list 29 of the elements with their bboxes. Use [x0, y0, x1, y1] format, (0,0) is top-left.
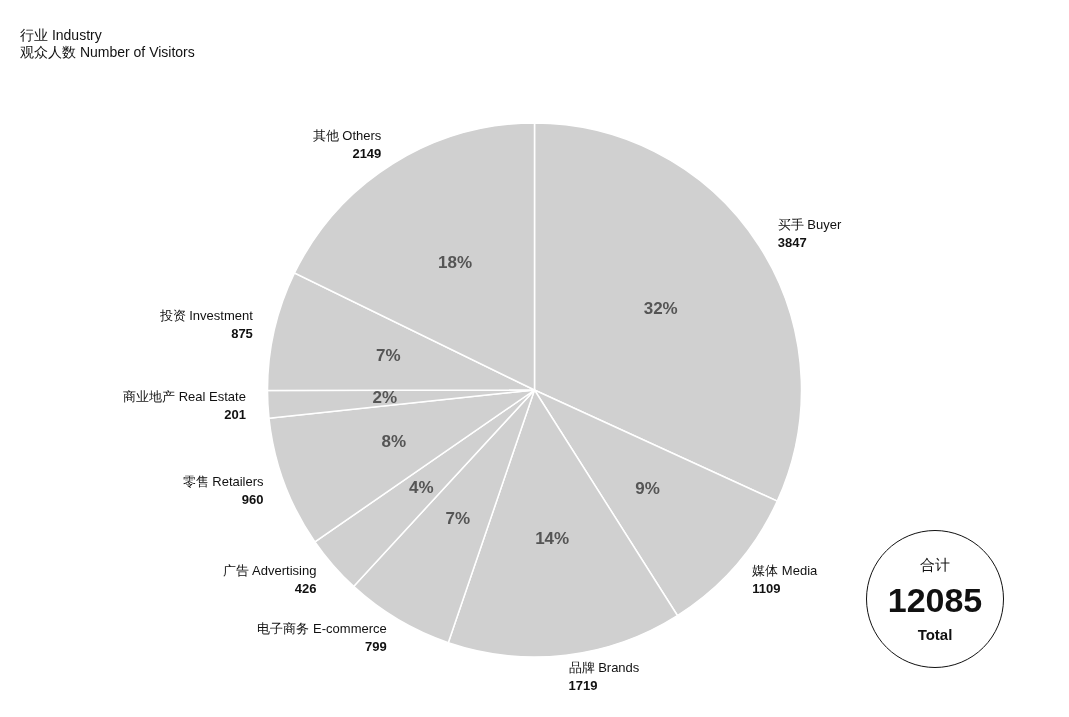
data-label: 426: [294, 580, 317, 596]
chart-title: 行业 Industry: [20, 27, 102, 43]
slice-label: 广告 Advertising: [222, 562, 317, 578]
slice-label: 商业地产 Real Estate: [123, 388, 246, 404]
text: 4%: [409, 478, 434, 498]
slice-label: 投资 Investment: [158, 308, 254, 324]
slice-label: 零售 Retailers: [182, 473, 265, 489]
slice-label: 品牌 Brands: [568, 659, 640, 675]
slice-label: 电子商务 E-commerce: [257, 621, 387, 637]
data-label: 960: [241, 491, 264, 507]
text: 18%: [437, 252, 473, 272]
data-label: 3847: [777, 234, 807, 250]
text: 8%: [381, 432, 407, 452]
data-label: 2149: [352, 145, 382, 161]
slice-label: 其他 Others: [312, 127, 382, 143]
text: 9%: [635, 478, 660, 498]
data-label: 1109: [752, 581, 781, 597]
data-label: 201: [224, 406, 246, 422]
chart-subtitle: 观众人数 Number of Visitors: [20, 44, 195, 60]
data-label: 1719: [568, 677, 598, 693]
slice-label: 媒体 Media: [752, 563, 819, 579]
slice-label: 买手 Buyer: [777, 216, 842, 232]
text: 2%: [372, 388, 398, 408]
text: 7%: [445, 508, 471, 528]
text: 32%: [643, 298, 678, 318]
data-label: 799: [365, 639, 387, 655]
text: 7%: [376, 346, 401, 366]
text: 14%: [535, 528, 570, 548]
data-label: 875: [231, 326, 253, 342]
